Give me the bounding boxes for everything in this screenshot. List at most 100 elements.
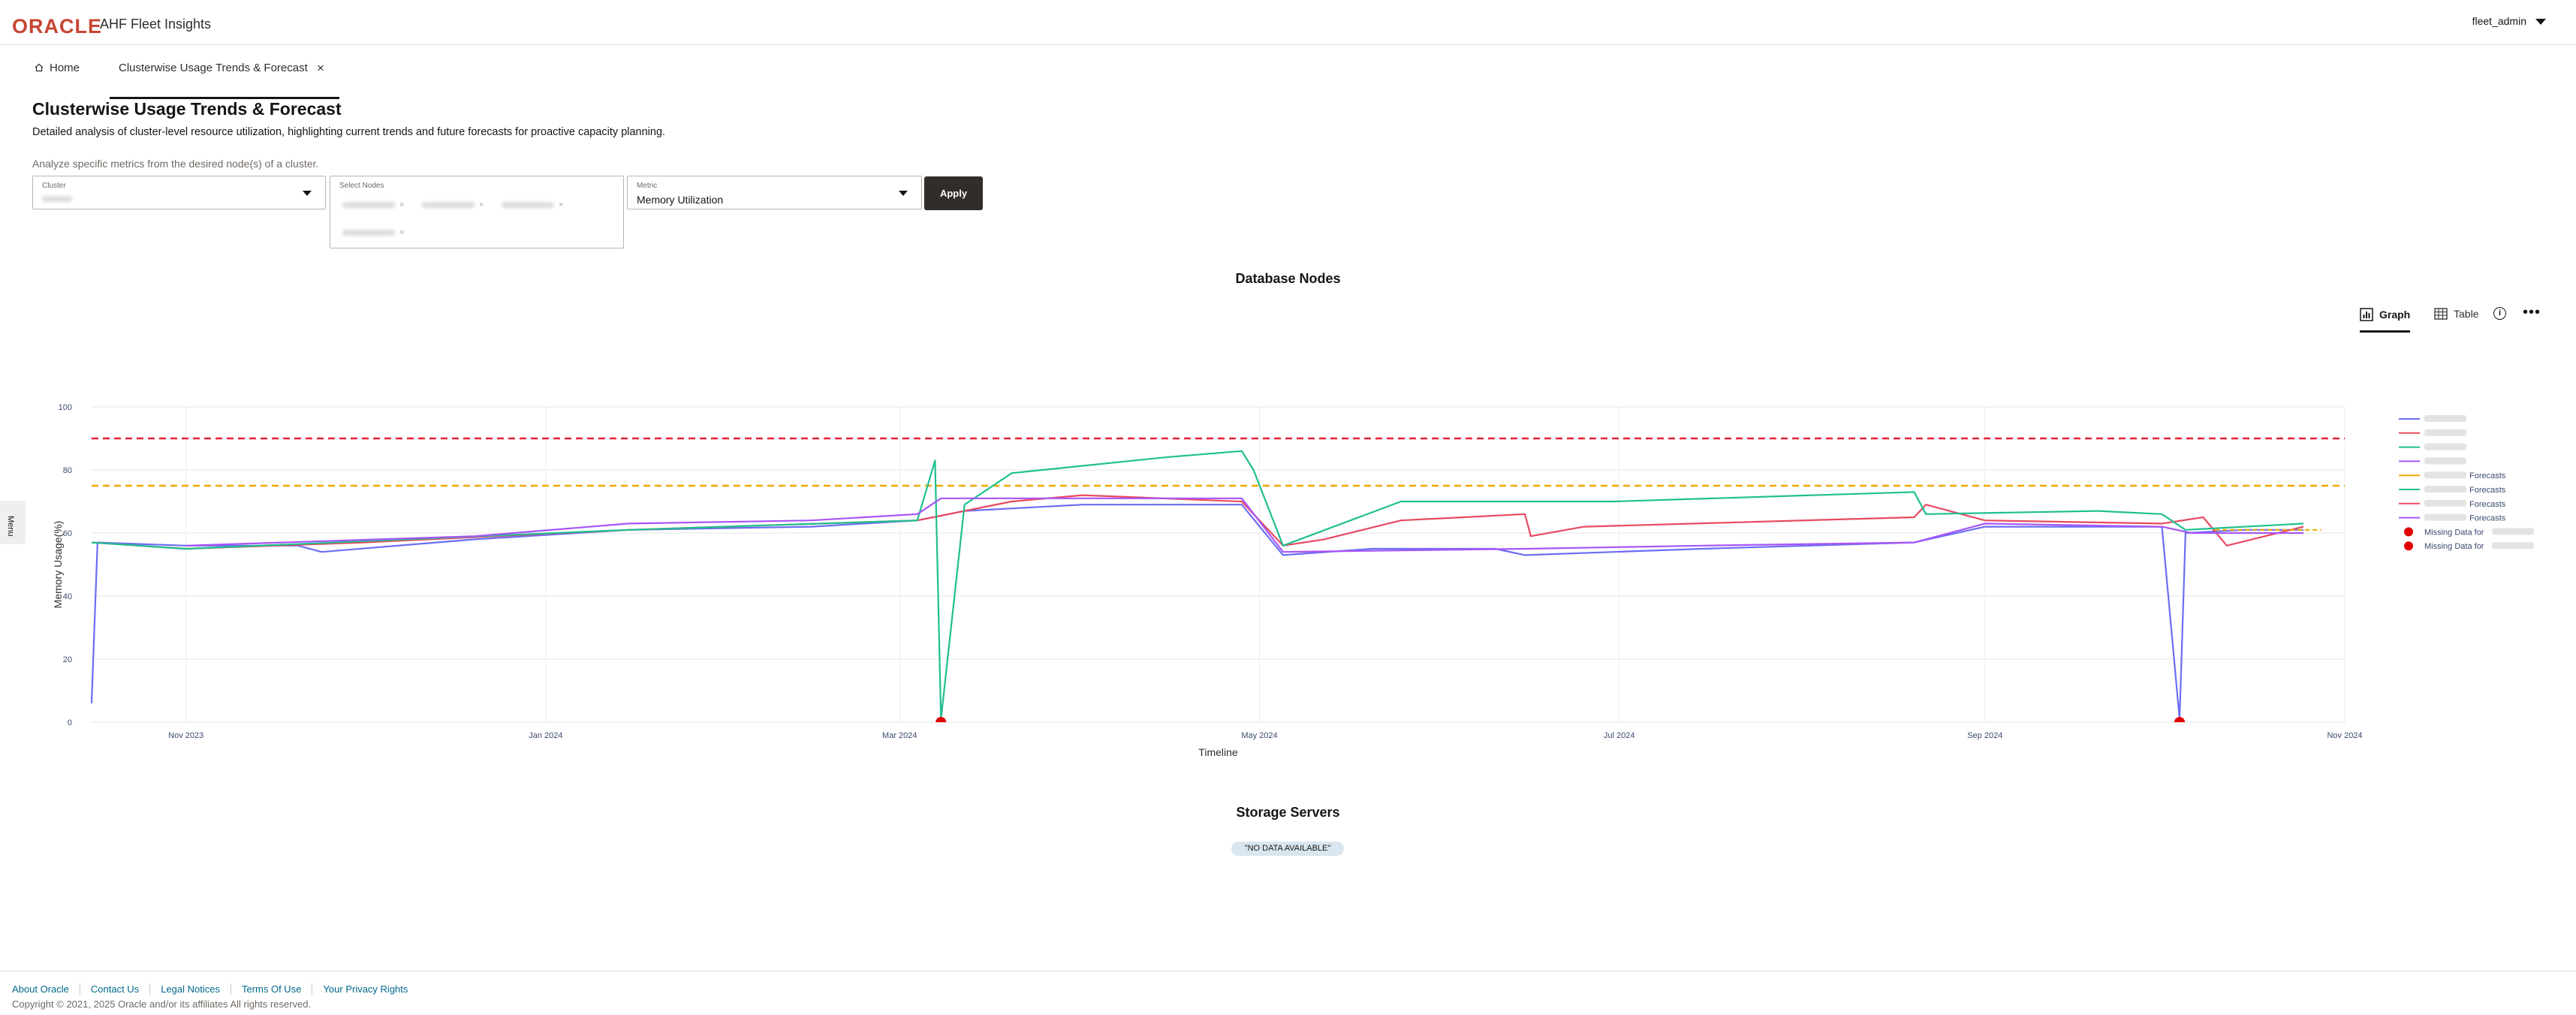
- page-title: Clusterwise Usage Trends & Forecast: [32, 99, 342, 119]
- table-view-label: Table: [2454, 308, 2479, 320]
- y-tick-label: 0: [68, 718, 72, 727]
- graph-view-label: Graph: [2379, 308, 2411, 321]
- missing-data-markers: [935, 717, 2186, 722]
- node-chip[interactable]: ×: [336, 224, 410, 241]
- legend-label: Forecasts: [2469, 471, 2506, 480]
- metric-label: Metric: [637, 182, 658, 190]
- chart-series: [90, 450, 2321, 720]
- threshold-lines: [92, 437, 2345, 487]
- filter-hint: Analyze specific metrics from the desire…: [32, 158, 319, 170]
- node-chip[interactable]: ×: [416, 197, 490, 213]
- footer-link[interactable]: Terms Of Use: [230, 983, 312, 995]
- remove-chip-icon[interactable]: ×: [559, 200, 564, 209]
- footer-link[interactable]: About Oracle: [12, 983, 69, 995]
- node-chip[interactable]: ×: [336, 197, 410, 213]
- user-menu[interactable]: fleet_admin: [2472, 15, 2546, 27]
- footer-link[interactable]: Contact Us: [79, 983, 149, 995]
- legend-redacted-name: [2424, 415, 2466, 422]
- chart-axes: 0 20 40 60 80 100 Nov 2023 Jan 2024 Mar 2024 May …: [59, 403, 2363, 740]
- chart-grid: [92, 406, 2346, 723]
- tab-active-label: Clusterwise Usage Trends & Forecast: [119, 62, 308, 74]
- storage-servers-title: Storage Servers: [1236, 805, 1340, 820]
- series-line: [90, 504, 2303, 720]
- legend-redacted-name: [2424, 443, 2466, 450]
- apply-button[interactable]: Apply: [924, 176, 983, 210]
- x-tick-label: Jul 2024: [1604, 731, 1635, 740]
- footer-links: About Oracle Contact Us Legal Notices Terms…: [12, 983, 418, 995]
- legend-redacted-name: [2424, 486, 2466, 492]
- footer-link[interactable]: Your Privacy Rights: [312, 983, 418, 995]
- x-tick-label: Nov 2024: [2327, 731, 2362, 740]
- tab-home[interactable]: Home: [35, 62, 80, 83]
- x-axis-label: Timeline: [1198, 746, 1238, 758]
- home-icon: [35, 63, 44, 72]
- legend-marker: [2404, 541, 2413, 551]
- more-options-icon[interactable]: •••: [2523, 304, 2541, 321]
- legend-redacted-name: [2424, 499, 2466, 507]
- tab-home-label: Home: [50, 62, 80, 74]
- cluster-label: Cluster: [42, 182, 66, 190]
- tab-clusterwise-usage[interactable]: Clusterwise Usage Trends & Forecast ×: [110, 61, 339, 99]
- metric-select[interactable]: Metric Memory Utilization: [627, 176, 922, 209]
- legend-redacted-name: [2492, 542, 2534, 550]
- remove-chip-icon[interactable]: ×: [399, 200, 405, 209]
- y-axis-label: Memory Usage(%): [52, 521, 64, 609]
- memory-usage-chart: 0 20 40 60 80 100 Nov 2023 Jan 2024 Mar 2024 May …: [52, 403, 2534, 758]
- side-menu-toggle[interactable]: Menu: [0, 501, 26, 544]
- close-tab-icon[interactable]: ×: [317, 61, 324, 75]
- table-icon: [2434, 308, 2448, 320]
- legend-label: Missing Data for: [2424, 542, 2484, 551]
- info-icon[interactable]: i: [2493, 307, 2506, 320]
- legend-redacted-name: [2424, 471, 2466, 479]
- nodes-multiselect[interactable]: Select Nodes × × × ×: [330, 176, 624, 248]
- tab-bar: Home Clusterwise Usage Trends & Forecast…: [0, 45, 2576, 99]
- cluster-select[interactable]: Cluster: [32, 176, 326, 209]
- side-menu-label: Menu: [6, 516, 15, 537]
- legend-redacted-name: [2424, 514, 2466, 521]
- chevron-down-icon: [899, 191, 908, 196]
- series-line: [185, 497, 2303, 553]
- database-nodes-title: Database Nodes: [1235, 271, 1341, 286]
- x-tick-label: Jan 2024: [529, 731, 562, 740]
- no-data-badge: "NO DATA AVAILABLE": [1231, 842, 1344, 856]
- y-tick-label: 40: [63, 592, 72, 601]
- x-tick-label: Sep 2024: [1967, 731, 2002, 740]
- legend-label: Forecasts: [2469, 486, 2506, 495]
- footer: About Oracle Contact Us Legal Notices Terms…: [0, 971, 2576, 1015]
- series-line: [91, 450, 2304, 720]
- copyright: Copyright © 2021, 2025 Oracle and/or its…: [12, 998, 312, 1010]
- legend-redacted-name: [2492, 528, 2534, 535]
- y-tick-label: 60: [63, 529, 72, 538]
- node-chip[interactable]: ×: [496, 197, 569, 213]
- bar-chart-icon: [2360, 307, 2373, 321]
- missing-data-marker: [935, 717, 947, 722]
- nodes-label: Select Nodes: [339, 182, 384, 190]
- legend-label: Forecasts: [2469, 514, 2506, 523]
- top-bar: ORACLE AHF Fleet Insights fleet_admin: [0, 0, 2576, 45]
- x-tick-label: May 2024: [1241, 731, 1277, 740]
- legend-redacted-name: [2424, 457, 2466, 465]
- y-tick-label: 80: [63, 466, 72, 475]
- oracle-logo[interactable]: ORACLE: [12, 15, 102, 38]
- legend-redacted-name: [2424, 429, 2466, 436]
- y-tick-label: 100: [59, 403, 72, 412]
- x-tick-label: Mar 2024: [882, 731, 917, 740]
- legend-marker: [2404, 527, 2413, 537]
- user-name: fleet_admin: [2472, 15, 2526, 27]
- x-tick-label: Nov 2023: [168, 731, 203, 740]
- metric-value: Memory Utilization: [637, 194, 724, 206]
- footer-link[interactable]: Legal Notices: [149, 983, 230, 995]
- chevron-down-icon: [303, 191, 312, 196]
- graph-view-tab[interactable]: Graph: [2360, 307, 2411, 333]
- app-title: AHF Fleet Insights: [100, 17, 212, 32]
- y-tick-label: 20: [63, 655, 72, 664]
- page-description: Detailed analysis of cluster-level resou…: [32, 126, 666, 138]
- table-view-tab[interactable]: Table: [2434, 307, 2478, 321]
- missing-data-marker: [2174, 717, 2186, 722]
- series-line: [91, 494, 2304, 550]
- cluster-value-redacted: [42, 196, 72, 202]
- remove-chip-icon[interactable]: ×: [479, 200, 484, 209]
- remove-chip-icon[interactable]: ×: [399, 228, 405, 237]
- chart-legend[interactable]: Forecasts Forecasts Forecasts Forecasts Miss…: [2399, 415, 2534, 551]
- legend-label: Forecasts: [2469, 500, 2506, 509]
